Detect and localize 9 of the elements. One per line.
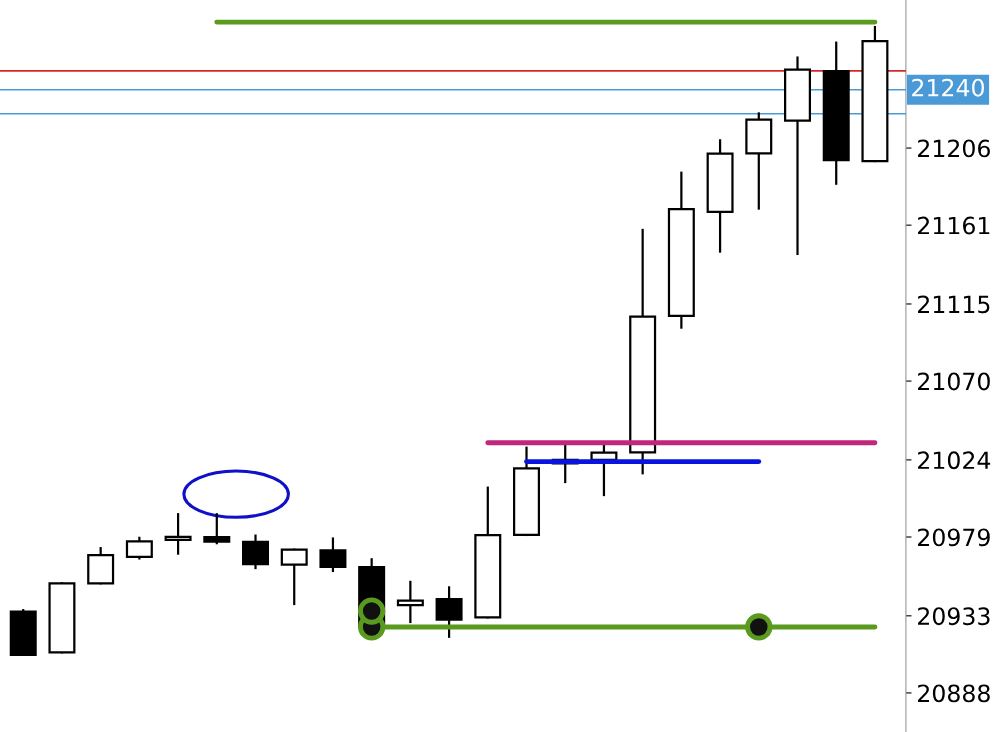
y-tick-label: 21024 [918,451,991,470]
y-tick-label: 21206 [918,139,990,158]
y-tick-label: 20933 [918,607,990,626]
y-tick-label: 21161 [918,216,990,235]
y-tick-label: 20888 [918,684,990,703]
y-tick-label: 20979 [918,528,990,547]
y-tick-label: 21070 [918,372,990,391]
ref-line-label: 21240 [912,78,984,97]
y-tick-label: 21115 [918,295,990,314]
